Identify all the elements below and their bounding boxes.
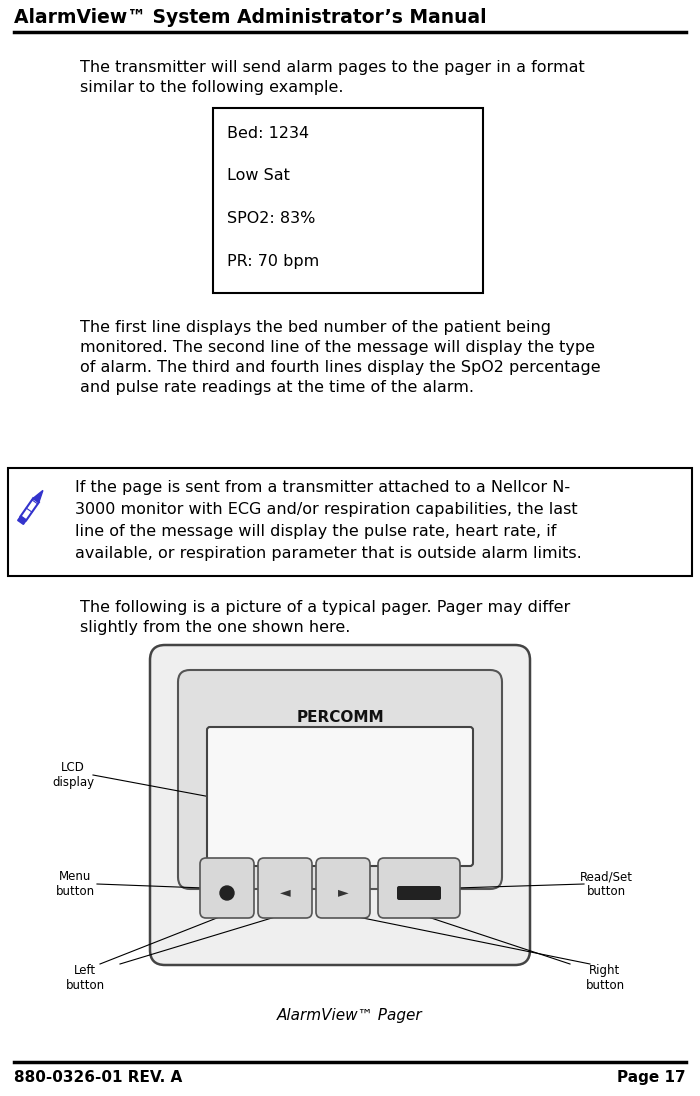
Text: Low Sat: Low Sat [227, 168, 290, 183]
Text: AlarmView™ Pager: AlarmView™ Pager [277, 1008, 423, 1023]
Circle shape [220, 886, 234, 900]
FancyBboxPatch shape [258, 858, 312, 918]
Text: of alarm. The third and fourth lines display the SpO2 percentage: of alarm. The third and fourth lines dis… [80, 359, 601, 375]
Text: line of the message will display the pulse rate, heart rate, if: line of the message will display the pul… [75, 524, 556, 539]
Text: Bed: 1234: Bed: 1234 [227, 126, 309, 141]
Bar [213, 109, 483, 293]
FancyBboxPatch shape [378, 858, 460, 918]
FancyBboxPatch shape [316, 858, 370, 918]
Text: 3000 monitor with ECG and/or respiration capabilities, the last: 3000 monitor with ECG and/or respiration… [75, 502, 578, 517]
Text: AlarmView™ System Administrator’s Manual: AlarmView™ System Administrator’s Manual [14, 8, 486, 27]
Text: 880-0326-01 REV. A: 880-0326-01 REV. A [14, 1070, 182, 1085]
FancyBboxPatch shape [397, 886, 441, 900]
FancyBboxPatch shape [150, 646, 530, 964]
Text: PR: 70 bpm: PR: 70 bpm [227, 254, 319, 269]
Polygon shape [18, 516, 27, 524]
Text: similar to the following example.: similar to the following example. [80, 80, 344, 95]
Text: slightly from the one shown here.: slightly from the one shown here. [80, 620, 351, 635]
Text: PERCOMM: PERCOMM [296, 710, 384, 724]
Text: Menu
button: Menu button [55, 870, 94, 898]
Text: ◄: ◄ [280, 884, 290, 899]
Text: monitored. The second line of the message will display the type: monitored. The second line of the messag… [80, 340, 595, 355]
Polygon shape [20, 499, 39, 521]
Text: ►: ► [337, 884, 349, 899]
Text: available, or respiration parameter that is outside alarm limits.: available, or respiration parameter that… [75, 546, 582, 561]
Text: Read/Set
button: Read/Set button [580, 870, 633, 898]
Text: Page 17: Page 17 [617, 1070, 686, 1085]
FancyBboxPatch shape [178, 670, 502, 889]
Text: SPO2: 83%: SPO2: 83% [227, 212, 316, 226]
Text: and pulse rate readings at the time of the alarm.: and pulse rate readings at the time of t… [80, 380, 474, 395]
Text: The transmitter will send alarm pages to the pager in a format: The transmitter will send alarm pages to… [80, 60, 584, 75]
FancyBboxPatch shape [200, 858, 254, 918]
Text: Right
button: Right button [585, 964, 624, 992]
Bar [8, 468, 692, 576]
Polygon shape [33, 490, 43, 502]
Text: The following is a picture of a typical pager. Pager may differ: The following is a picture of a typical … [80, 600, 570, 615]
Text: Left
button: Left button [65, 964, 104, 992]
Text: The first line displays the bed number of the patient being: The first line displays the bed number o… [80, 320, 551, 335]
Text: LCD
display: LCD display [52, 761, 94, 789]
Text: If the page is sent from a transmitter attached to a Nellcor N-: If the page is sent from a transmitter a… [75, 480, 570, 495]
FancyBboxPatch shape [207, 727, 473, 866]
